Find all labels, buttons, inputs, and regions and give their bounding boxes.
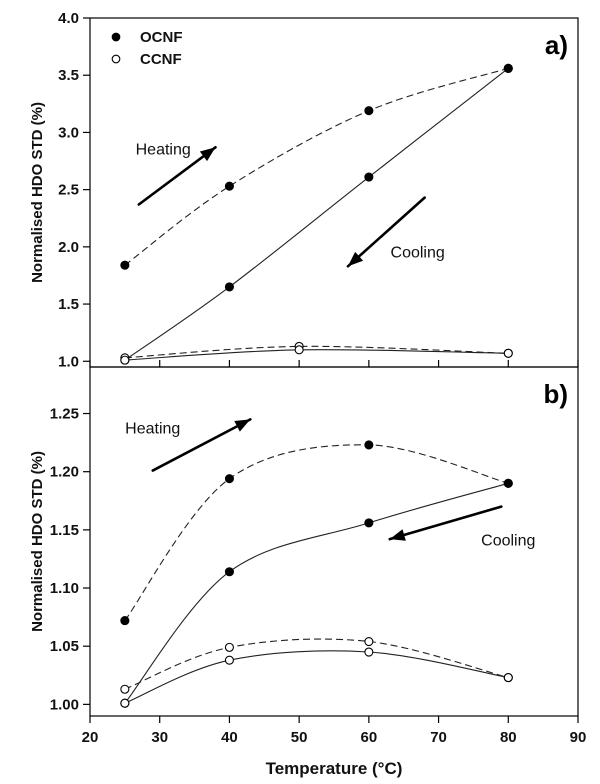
legend: OCNF CCNF <box>111 29 183 68</box>
x-axis-title: Temperature (°C) <box>266 759 403 778</box>
arrow-heating-head <box>234 419 251 432</box>
y-tick-label: 3.5 <box>58 67 79 84</box>
y-tick-label: 1.00 <box>50 696 79 713</box>
annotation-heating: Heating <box>136 142 191 159</box>
x-tick-label: 40 <box>221 729 238 746</box>
y-tick-label: 1.0 <box>58 353 79 370</box>
data-point-ocnf-cooling <box>503 478 513 488</box>
panel-label: b) <box>543 379 568 409</box>
y-tick-label: 1.25 <box>50 406 79 423</box>
data-point-ocnf-heating <box>120 260 130 270</box>
data-point-ccnf-cooling <box>120 355 130 365</box>
annotation-heating: Heating <box>125 421 180 438</box>
data-point-ocnf-heating <box>120 616 130 626</box>
legend-marker-ccnf <box>111 54 121 64</box>
data-point-ocnf-cooling <box>224 567 234 577</box>
x-tick-label: 60 <box>361 729 378 746</box>
y-axis-title: Normalised HDO STD (%) <box>29 451 46 632</box>
data-point-ocnf-heating <box>224 474 234 484</box>
data-point-ccnf-cooling <box>503 348 513 358</box>
data-point-ocnf-heating <box>224 181 234 191</box>
data-point-ocnf-cooling <box>364 172 374 182</box>
data-point-ocnf-heating <box>364 106 374 116</box>
x-tick-label: 20 <box>82 729 99 746</box>
arrow-cooling-shaft <box>346 196 426 268</box>
arrow-heating-shaft <box>137 146 217 206</box>
panel-b: 1.00 1.05 1.10 1.15 1.20 1.25 20 30 40 50 60 70 80 90… <box>29 366 587 778</box>
arrow-cooling-head <box>389 529 406 541</box>
series-line-ocnf-heating <box>124 67 509 266</box>
arrow-heating-head <box>199 147 216 162</box>
legend-label-ocnf: OCNF <box>140 29 183 46</box>
series-line-ocnf-cooling <box>124 67 509 361</box>
arrow-cooling-head <box>347 251 364 267</box>
series-line-ocnf-cooling <box>124 482 509 704</box>
arrow-heating <box>137 146 217 206</box>
data-point-ccnf-cooling <box>294 345 304 355</box>
y-tick-label: 2.5 <box>58 182 79 199</box>
y-tick-label: 1.15 <box>50 522 79 539</box>
data-point-ocnf-cooling <box>224 282 234 292</box>
data-point-ccnf-cooling <box>503 673 513 683</box>
legend-label-ccnf: CCNF <box>140 51 182 68</box>
x-tick-label: 30 <box>151 729 168 746</box>
series-line-ocnf-heating <box>124 444 509 621</box>
data-point-ccnf-cooling <box>224 655 234 665</box>
annotation-cooling: Cooling <box>391 245 445 262</box>
data-point-ccnf-cooling <box>120 698 130 708</box>
y-tick-label: 2.0 <box>58 239 79 256</box>
y-tick-label: 3.0 <box>58 124 79 141</box>
y-axis-title: Normalised HDO STD (%) <box>29 102 46 283</box>
y-tick-label: 4.0 <box>58 10 79 27</box>
y-tick-label: 1.10 <box>50 580 79 597</box>
arrow-cooling-shaft <box>388 505 503 541</box>
data-point-ccnf-heating <box>120 684 130 694</box>
annotation-cooling: Cooling <box>481 532 535 549</box>
series-line-ccnf-heating <box>124 345 509 359</box>
y-tick-label: 1.05 <box>50 638 79 655</box>
arrow-heating-shaft <box>151 418 252 472</box>
series-line-ccnf-cooling <box>124 349 509 361</box>
panel-label: a) <box>545 30 568 60</box>
series-line-ccnf-heating <box>124 638 509 690</box>
legend-marker-ocnf <box>111 32 121 42</box>
data-point-ccnf-cooling <box>364 647 374 657</box>
series-line-ccnf-cooling <box>124 650 509 704</box>
arrow-cooling <box>388 505 503 541</box>
data-point-ocnf-cooling <box>364 518 374 528</box>
x-tick-label: 80 <box>500 729 517 746</box>
data-point-ccnf-heating <box>224 642 234 652</box>
y-tick-label: 1.20 <box>50 464 79 481</box>
x-tick-label: 90 <box>570 729 587 746</box>
data-point-ocnf-heating <box>364 440 374 450</box>
plot-frame <box>89 366 579 717</box>
arrow-heating <box>151 418 252 472</box>
panel-a: 1.0 1.5 2.0 2.5 3.0 3.5 4.0 Normalised HDO STD … <box>29 10 579 370</box>
arrow-cooling <box>346 196 426 268</box>
x-tick-label: 70 <box>430 729 447 746</box>
x-tick-label: 50 <box>291 729 308 746</box>
data-point-ocnf-cooling <box>503 63 513 73</box>
data-point-ccnf-heating <box>364 636 374 647</box>
y-tick-label: 1.5 <box>58 296 79 313</box>
